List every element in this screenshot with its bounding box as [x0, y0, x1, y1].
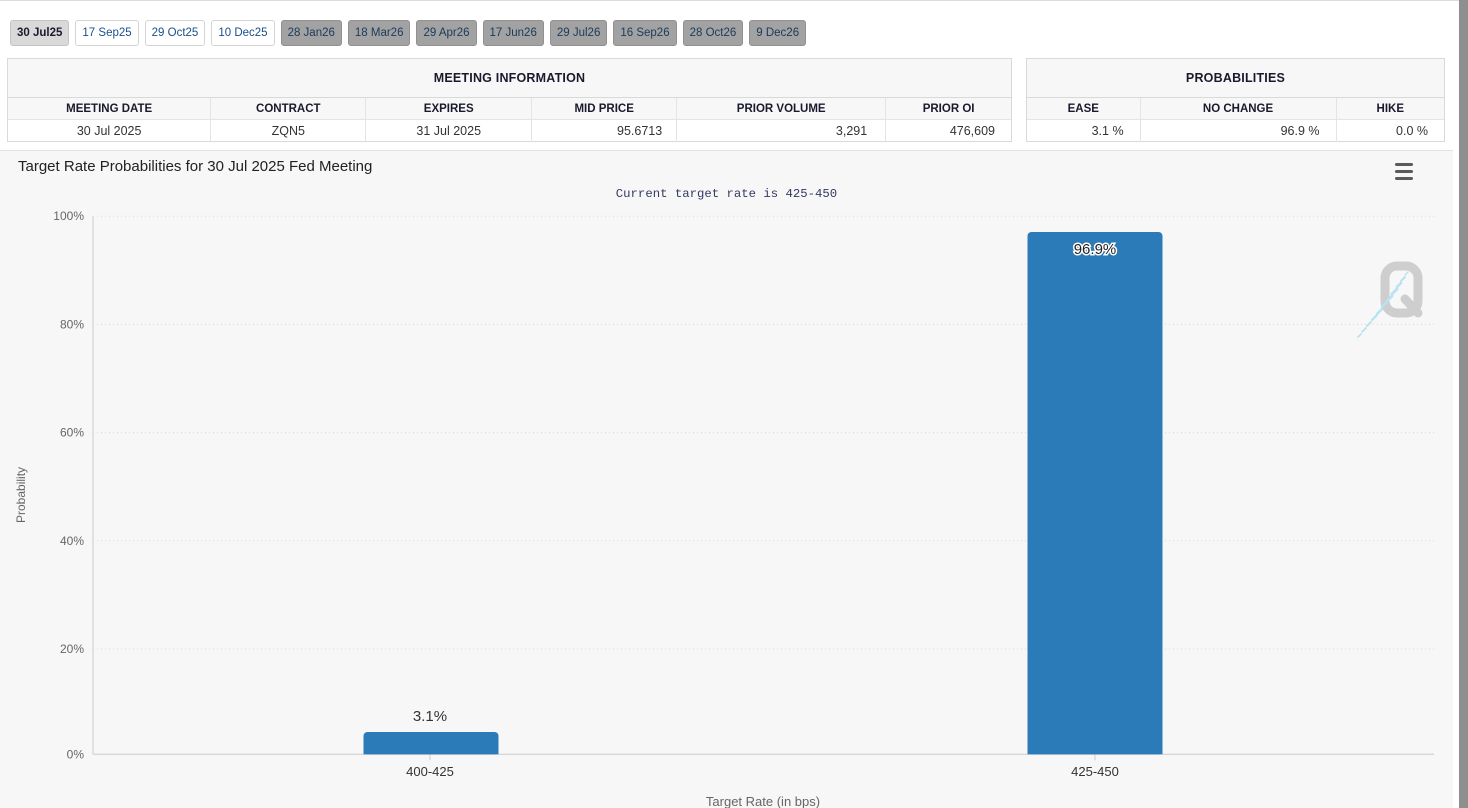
svg-text:0%: 0% [67, 747, 85, 761]
svg-text:400-425: 400-425 [406, 764, 454, 779]
svg-text:20%: 20% [60, 642, 84, 656]
svg-text:Target Rate (in bps): Target Rate (in bps) [706, 794, 820, 808]
svg-text:3.1%: 3.1% [413, 708, 447, 725]
svg-text:80%: 80% [60, 317, 84, 331]
svg-text:425-450: 425-450 [1071, 764, 1119, 779]
svg-text:100%: 100% [53, 209, 84, 223]
svg-text:60%: 60% [60, 426, 84, 440]
svg-text:96.9%: 96.9% [1074, 241, 1117, 258]
svg-text:40%: 40% [60, 534, 84, 548]
